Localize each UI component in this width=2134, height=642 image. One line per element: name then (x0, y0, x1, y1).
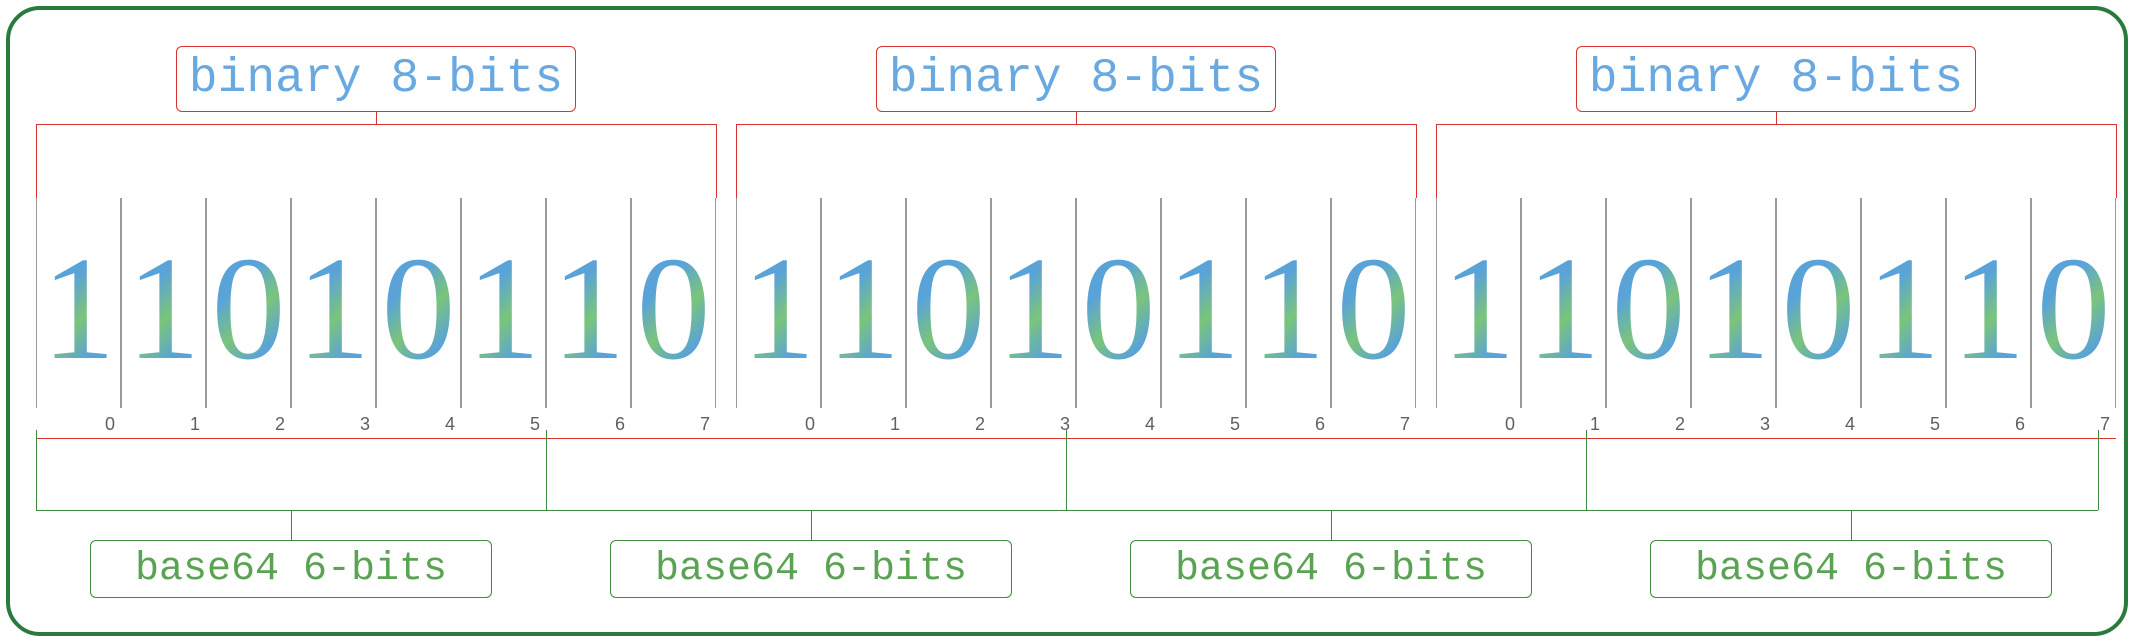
bit-digit: 0 (376, 235, 461, 383)
bit-index: 5 (461, 414, 540, 435)
top-bracket-hline (36, 124, 716, 125)
bit-index: 4 (1076, 414, 1155, 435)
bit-index: 7 (631, 414, 710, 435)
bit-index: 1 (821, 414, 900, 435)
top-bracket-vline-right (1416, 124, 1417, 198)
bit-index: 2 (906, 414, 985, 435)
bit-digit: 0 (631, 235, 716, 383)
bit-index: 0 (36, 414, 115, 435)
bit-digit: 0 (1606, 235, 1691, 383)
bit-index: 0 (1436, 414, 1515, 435)
bit-index: 7 (2031, 414, 2110, 435)
bit-index: 6 (1946, 414, 2025, 435)
bit-index: 3 (991, 414, 1070, 435)
bottom-bracket-vline-left (1586, 430, 1587, 510)
bit-digit: 1 (991, 235, 1076, 383)
top-bracket-vline-left (36, 124, 37, 198)
bit-index: 5 (1161, 414, 1240, 435)
top-bracket-vline-right (716, 124, 717, 198)
bit-digit: 1 (121, 235, 206, 383)
bit-digit: 1 (36, 235, 121, 383)
top-bracket-hline (1436, 124, 2116, 125)
top-bracket-connector (1076, 112, 1077, 124)
bit-digit: 1 (461, 235, 546, 383)
bit-digit: 0 (906, 235, 991, 383)
bit-digit: 1 (1691, 235, 1776, 383)
bit-index: 3 (1691, 414, 1770, 435)
bit-digit: 1 (1436, 235, 1521, 383)
bit-index: 4 (376, 414, 455, 435)
bit-index: 1 (121, 414, 200, 435)
binary-8bits-label: binary 8-bits (876, 46, 1276, 112)
bit-digit: 0 (1776, 235, 1861, 383)
bottom-bracket-connector (291, 510, 292, 540)
bottom-bracket-vline-left (36, 430, 37, 510)
binary-8bits-label: binary 8-bits (176, 46, 576, 112)
top-bracket-connector (376, 112, 377, 124)
bit-index: 2 (1606, 414, 1685, 435)
base64-6bits-label: base64 6-bits (610, 540, 1012, 598)
top-bracket-hline (736, 124, 1416, 125)
diagram-frame: 1011021304151607101102130415160710110213… (0, 0, 2134, 642)
bottom-bracket-vline-left (546, 430, 547, 510)
bit-index: 4 (1776, 414, 1855, 435)
bit-index: 2 (206, 414, 285, 435)
binary-8bits-label: binary 8-bits (1576, 46, 1976, 112)
bit-index: 0 (736, 414, 815, 435)
bit-digit: 1 (1161, 235, 1246, 383)
base64-6bits-label: base64 6-bits (1130, 540, 1532, 598)
bit-digit: 1 (1861, 235, 1946, 383)
bit-index: 6 (1246, 414, 1325, 435)
bit-digit: 1 (291, 235, 376, 383)
base64-6bits-label: base64 6-bits (1650, 540, 2052, 598)
bit-digit: 1 (1521, 235, 1606, 383)
bottom-bracket-vline-right (2098, 430, 2099, 510)
bottom-bracket-connector (1331, 510, 1332, 540)
top-bracket-connector (1776, 112, 1777, 124)
bit-digit: 1 (736, 235, 821, 383)
bottom-bracket-connector (811, 510, 812, 540)
top-bracket-vline-left (736, 124, 737, 198)
bit-digit: 1 (821, 235, 906, 383)
bit-digit: 1 (1246, 235, 1331, 383)
bit-index: 5 (1861, 414, 1940, 435)
bottom-bracket-hline (546, 510, 1066, 511)
bit-index: 3 (291, 414, 370, 435)
bit-digit: 1 (546, 235, 631, 383)
bottom-bracket-vline-left (1066, 430, 1067, 510)
base64-6bits-label: base64 6-bits (90, 540, 492, 598)
bottom-bracket-hline (1586, 510, 2098, 511)
bottom-bracket-connector (1851, 510, 1852, 540)
bits-row-bottom-red-line (36, 438, 2116, 439)
bit-digit: 0 (2031, 235, 2116, 383)
bit-index: 7 (1331, 414, 1410, 435)
bit-digit: 1 (1946, 235, 2031, 383)
bit-index: 1 (1521, 414, 1600, 435)
top-bracket-vline-right (2116, 124, 2117, 198)
bit-digit: 0 (206, 235, 291, 383)
bit-index: 6 (546, 414, 625, 435)
bit-digit: 0 (1331, 235, 1416, 383)
top-bracket-vline-left (1436, 124, 1437, 198)
bottom-bracket-hline (1066, 510, 1586, 511)
bit-digit: 0 (1076, 235, 1161, 383)
